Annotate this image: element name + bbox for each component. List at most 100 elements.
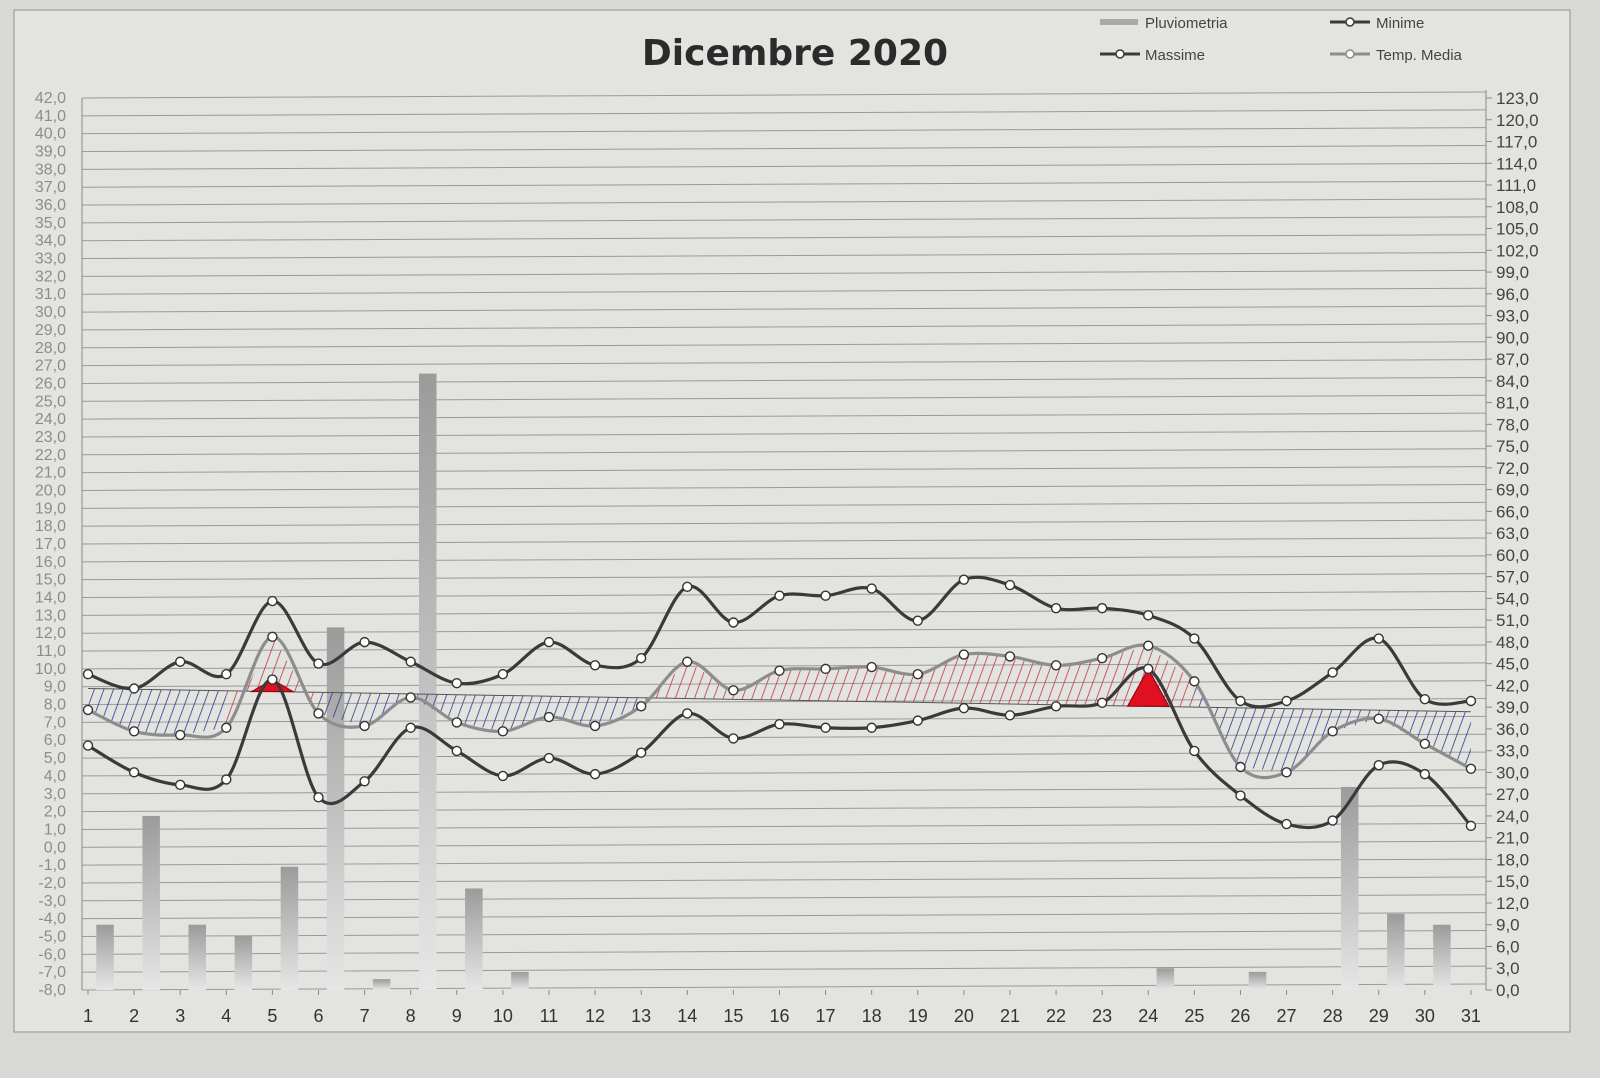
rain-bar <box>1156 968 1175 990</box>
y-right-tick-label: 105,0 <box>1496 220 1539 239</box>
y-left-tick-label: 5,0 <box>44 750 66 767</box>
x-tick-label: 14 <box>677 1006 697 1026</box>
x-tick-label: 15 <box>723 1006 743 1026</box>
minime-point <box>267 674 278 685</box>
gridline <box>81 412 1487 420</box>
temp-media-point <box>221 722 232 733</box>
y-right-tick-label: 69,0 <box>1496 481 1529 500</box>
y-left-tick-label: 0,0 <box>44 839 66 856</box>
temp-media-point <box>1143 640 1154 651</box>
y-left-tick-label: 42,0 <box>35 90 66 107</box>
left-axis: 42,041,040,039,038,037,036,035,034,033,0… <box>35 90 66 999</box>
legend-media-label: Temp. Media <box>1376 47 1463 64</box>
massime-point <box>1235 695 1246 707</box>
temp-media-point <box>267 631 278 642</box>
gridline <box>81 287 1487 295</box>
y-right-tick-label: 78,0 <box>1496 415 1529 434</box>
y-left-tick-label: 27,0 <box>35 358 66 375</box>
y-left-tick-label: 31,0 <box>35 286 66 303</box>
gridline <box>81 626 1487 634</box>
gridline <box>81 912 1487 920</box>
gridline <box>81 501 1487 509</box>
y-left-tick-label: 25,0 <box>35 393 66 410</box>
massime-point <box>1050 603 1062 614</box>
cold-anomaly-segment <box>88 688 135 732</box>
cold-anomaly-segment <box>134 689 181 735</box>
temp-media-point <box>728 685 739 696</box>
gridline <box>81 537 1487 545</box>
gridline <box>81 376 1487 384</box>
minime-point <box>359 776 370 787</box>
minime-point <box>1096 697 1108 708</box>
cold-anomaly-segment <box>318 692 365 726</box>
y-right-tick-label: 6,0 <box>1496 937 1520 956</box>
y-left-tick-label: 8,0 <box>44 697 66 714</box>
temp-media-point <box>1004 651 1016 662</box>
gridline <box>81 109 1487 117</box>
y-left-tick-label: 28,0 <box>35 340 66 357</box>
legend: Pluviometria Minime Massime Temp. Media <box>1100 15 1463 64</box>
rain-bar <box>280 866 299 990</box>
legend-massime-label: Massime <box>1145 47 1205 64</box>
y-right-tick-label: 36,0 <box>1496 720 1529 739</box>
rain-bar <box>465 888 483 990</box>
temp-media-point <box>635 701 647 712</box>
gridline <box>81 323 1487 331</box>
y-left-tick-label: -8,0 <box>38 982 66 999</box>
y-right-tick-label: 96,0 <box>1496 285 1529 304</box>
minime-point <box>543 752 555 764</box>
gridline <box>81 769 1487 777</box>
minime-point <box>1235 790 1246 801</box>
temp-media-point <box>1189 676 1200 687</box>
x-tick-label: 12 <box>585 1006 605 1026</box>
gridline <box>81 341 1487 349</box>
gridline <box>81 145 1487 153</box>
massime-point <box>1419 694 1431 705</box>
massime-point <box>866 583 877 594</box>
y-left-tick-label: 2,0 <box>44 804 66 821</box>
massime-point <box>958 574 970 585</box>
x-tick-label: 16 <box>769 1006 789 1026</box>
temp-media-point <box>820 663 831 675</box>
massime-point <box>405 656 416 667</box>
y-right-tick-label: 87,0 <box>1496 350 1529 369</box>
gridline <box>81 198 1487 206</box>
minime-point <box>1419 768 1431 780</box>
temp-media-point <box>589 720 601 732</box>
rain-bar <box>1433 924 1451 990</box>
minime-point <box>1050 701 1062 712</box>
temp-media-point <box>1465 763 1477 774</box>
temp-media-point <box>912 669 923 680</box>
cold-anomaly-segment <box>180 690 227 735</box>
y-left-tick-label: 21,0 <box>35 465 66 482</box>
minime-point <box>635 747 647 758</box>
rain-bar <box>418 373 437 990</box>
temp-media-point <box>958 649 970 660</box>
y-right-tick-label: 12,0 <box>1496 894 1529 913</box>
temp-media-point <box>128 726 140 737</box>
massime-point <box>1281 695 1292 707</box>
gridline <box>81 555 1487 563</box>
gridline <box>81 573 1487 581</box>
y-left-tick-label: 34,0 <box>35 233 66 250</box>
warm-anomaly-segment <box>825 667 872 702</box>
y-right-tick-label: 21,0 <box>1496 829 1529 848</box>
y-right-tick-label: 117,0 <box>1496 133 1537 152</box>
y-left-tick-label: 37,0 <box>35 179 66 196</box>
x-tick-label: 28 <box>1323 1006 1343 1026</box>
x-tick-label: 4 <box>221 1006 231 1026</box>
minime-point <box>221 774 232 785</box>
gridline <box>81 929 1487 937</box>
massime-point <box>1465 695 1477 707</box>
minime-point <box>1373 760 1384 771</box>
temp-media-point <box>82 704 94 716</box>
y-right-tick-label: 75,0 <box>1496 437 1529 456</box>
y-right-tick-label: 15,0 <box>1496 872 1529 891</box>
cold-anomaly-segment <box>595 697 642 726</box>
warm-anomaly-segment <box>733 670 780 701</box>
x-tick-label: 31 <box>1461 1006 1481 1026</box>
warm-anomaly-segment <box>641 661 688 707</box>
gridline <box>81 234 1487 242</box>
minime-point <box>912 715 923 726</box>
massime-point <box>128 683 140 694</box>
